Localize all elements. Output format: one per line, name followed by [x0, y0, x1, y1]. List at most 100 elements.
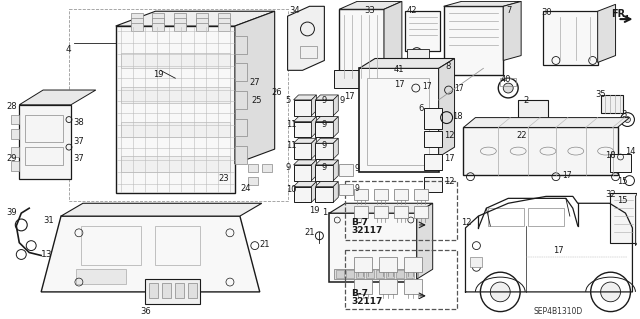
Bar: [218, 18, 230, 26]
Bar: [424, 177, 442, 192]
Bar: [19, 105, 71, 179]
Polygon shape: [333, 95, 339, 115]
Bar: [121, 53, 230, 68]
Text: 17: 17: [562, 171, 572, 180]
Bar: [500, 78, 516, 86]
Bar: [354, 206, 368, 218]
Text: 9: 9: [321, 163, 326, 172]
Bar: [163, 283, 172, 298]
Polygon shape: [312, 160, 316, 181]
Bar: [121, 122, 230, 137]
Bar: [374, 189, 388, 200]
Bar: [405, 11, 440, 51]
Bar: [69, 9, 287, 201]
Bar: [235, 36, 247, 54]
Text: 9: 9: [339, 96, 344, 105]
Bar: [339, 9, 384, 83]
Bar: [294, 165, 312, 181]
Text: 17: 17: [454, 84, 464, 93]
Text: 32: 32: [605, 190, 616, 199]
Bar: [404, 257, 422, 272]
Bar: [294, 100, 312, 115]
Text: 26: 26: [272, 88, 282, 97]
Bar: [156, 226, 200, 265]
Text: 22: 22: [516, 131, 527, 140]
Circle shape: [601, 282, 621, 302]
Bar: [518, 130, 538, 139]
Text: 9: 9: [321, 96, 326, 105]
Bar: [334, 269, 412, 279]
Circle shape: [490, 282, 510, 302]
Bar: [609, 154, 632, 172]
Bar: [294, 187, 312, 202]
Bar: [300, 46, 317, 57]
Polygon shape: [294, 160, 316, 165]
Bar: [81, 226, 141, 265]
Text: 42: 42: [407, 6, 417, 15]
Text: 3: 3: [621, 110, 627, 119]
Polygon shape: [417, 203, 433, 279]
Polygon shape: [294, 95, 316, 100]
Text: 11: 11: [285, 120, 296, 129]
Bar: [12, 115, 19, 124]
Polygon shape: [294, 117, 316, 122]
Text: 38: 38: [73, 118, 84, 127]
Text: B-7: B-7: [351, 289, 368, 298]
Text: SEP4B1310D: SEP4B1310D: [533, 307, 582, 316]
Text: 36: 36: [141, 307, 151, 316]
Bar: [374, 206, 388, 218]
Bar: [379, 279, 397, 294]
Bar: [121, 87, 230, 103]
Text: 18: 18: [452, 112, 463, 121]
Text: 41: 41: [394, 65, 404, 74]
Polygon shape: [235, 11, 275, 164]
Polygon shape: [407, 49, 429, 63]
Polygon shape: [316, 117, 339, 122]
Bar: [345, 249, 456, 309]
Bar: [294, 143, 312, 159]
Text: 23: 23: [218, 174, 228, 183]
Polygon shape: [41, 216, 260, 292]
Bar: [601, 95, 623, 113]
Text: 17: 17: [422, 82, 431, 91]
Circle shape: [625, 117, 630, 122]
Polygon shape: [333, 117, 339, 137]
Text: 9: 9: [321, 120, 326, 129]
Text: 35: 35: [596, 90, 606, 99]
Bar: [316, 187, 333, 202]
Text: 12: 12: [461, 218, 472, 227]
Bar: [76, 269, 125, 284]
Bar: [444, 6, 503, 75]
Bar: [174, 23, 186, 31]
Bar: [359, 68, 438, 172]
Text: 12: 12: [444, 131, 454, 140]
Bar: [174, 13, 186, 21]
Bar: [294, 122, 312, 137]
Bar: [609, 193, 637, 243]
Bar: [339, 164, 353, 176]
Bar: [25, 115, 63, 142]
Bar: [262, 164, 272, 172]
Text: 18: 18: [605, 151, 615, 160]
Text: 13: 13: [41, 249, 52, 259]
Text: 29: 29: [6, 154, 17, 163]
Text: 17: 17: [344, 92, 355, 101]
Text: 32117: 32117: [351, 226, 383, 235]
Bar: [131, 13, 143, 21]
Text: 40: 40: [500, 75, 511, 84]
Text: 9: 9: [285, 163, 291, 172]
Bar: [150, 283, 159, 298]
Polygon shape: [334, 70, 384, 88]
Bar: [196, 18, 208, 26]
Text: 37: 37: [73, 137, 84, 146]
Text: 8: 8: [445, 63, 451, 71]
Bar: [346, 270, 354, 278]
Bar: [174, 18, 186, 26]
Bar: [248, 177, 258, 185]
Text: 9: 9: [354, 183, 359, 193]
Text: 15: 15: [618, 177, 628, 186]
Polygon shape: [359, 58, 454, 68]
Text: 33: 33: [364, 6, 375, 15]
Text: 9: 9: [321, 141, 326, 150]
Bar: [367, 78, 429, 165]
